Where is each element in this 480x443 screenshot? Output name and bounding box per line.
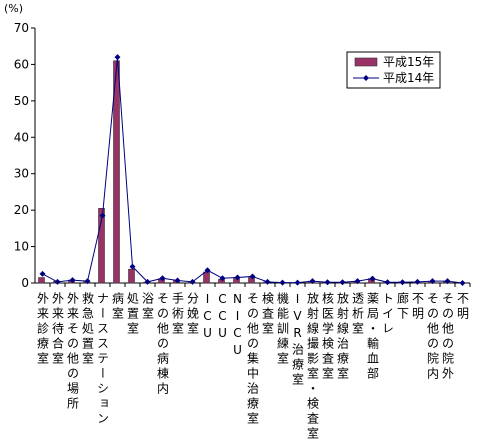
marker [69, 277, 76, 284]
x-tick-label: 放射線撮影室・検査室 [306, 291, 320, 442]
marker [384, 279, 391, 286]
legend-marker [363, 75, 369, 81]
marker [429, 278, 436, 285]
x-tick-label: その他の院外 [441, 292, 455, 382]
x-tick-label: ICU [201, 292, 215, 343]
bar [128, 268, 135, 284]
x-tick-label: 核医学検査室 [321, 292, 335, 382]
marker [444, 278, 451, 285]
marker [459, 280, 466, 286]
y-tick-label: 0 [21, 276, 29, 290]
y-tick-label: 30 [14, 167, 29, 181]
x-tick-label: 検査室 [261, 292, 275, 337]
x-tick-label: CCU [216, 292, 230, 343]
marker [339, 279, 346, 286]
marker [159, 275, 166, 282]
x-tick-label: 放射線治療室 [336, 291, 350, 382]
y-tick-label: 10 [14, 240, 29, 254]
marker [249, 273, 256, 280]
x-tick-label: 外来その他の場所 [66, 292, 80, 412]
x-tick-label: 薬局・輸血部 [366, 292, 380, 382]
bar [38, 277, 45, 284]
marker [234, 274, 241, 281]
bar [113, 60, 120, 284]
marker [324, 279, 331, 286]
bar [98, 208, 105, 284]
y-axis-label: (%) [4, 2, 23, 15]
marker [399, 279, 406, 286]
marker [114, 54, 121, 61]
marker [189, 278, 196, 285]
legend-label: 平成15年 [383, 55, 434, 69]
bar [203, 271, 210, 284]
x-tick-label: 病室 [111, 291, 125, 322]
x-tick-label: 機能訓練室 [276, 291, 290, 367]
x-tick-label: 手術室 [171, 292, 185, 337]
marker [54, 278, 61, 285]
marker [84, 278, 91, 285]
y-tick-label: 50 [14, 94, 29, 108]
marker [309, 278, 316, 285]
line [42, 57, 463, 284]
y-tick-label: 40 [14, 130, 29, 144]
x-tick-label: トイレ [381, 292, 395, 337]
marker [39, 270, 46, 277]
marker [264, 278, 271, 285]
marker [99, 212, 106, 219]
marker [174, 277, 181, 284]
y-tick-label: 20 [14, 203, 29, 217]
x-tick-label: NICU [231, 292, 245, 360]
x-tick-label: その他の集中治療室 [246, 292, 260, 427]
legend-label: 平成14年 [383, 71, 434, 85]
x-tick-label: 外来診療室 [36, 292, 50, 367]
legend-swatch [354, 57, 378, 67]
x-tick-label: 処置室 [126, 292, 140, 337]
x-tick-label: 不明 [411, 292, 425, 322]
y-tick-label: 70 [14, 21, 29, 35]
x-tick-label: 分娩室 [186, 292, 200, 337]
y-tick-label: 60 [14, 57, 29, 71]
marker [294, 279, 301, 286]
x-tick-label: その他の病棟内 [156, 292, 170, 397]
x-tick-label: 外来待合室 [51, 292, 65, 367]
marker [219, 275, 226, 282]
x-tick-label: 透析室 [351, 292, 365, 337]
x-tick-label: その他の院内 [426, 292, 440, 382]
marker [204, 267, 211, 274]
marker [279, 279, 286, 286]
x-tick-label: IVR治療室 [291, 292, 305, 388]
x-tick-label: 救急処置室 [81, 291, 95, 367]
marker [354, 278, 361, 285]
marker [369, 275, 376, 282]
x-tick-label: 浴室 [141, 292, 155, 322]
marker [144, 278, 151, 285]
marker [129, 263, 136, 270]
x-tick-label: 不明 [456, 292, 470, 322]
marker [414, 278, 421, 285]
x-tick-label: ナースステーション [96, 292, 110, 427]
x-tick-label: 廊下 [396, 291, 410, 322]
